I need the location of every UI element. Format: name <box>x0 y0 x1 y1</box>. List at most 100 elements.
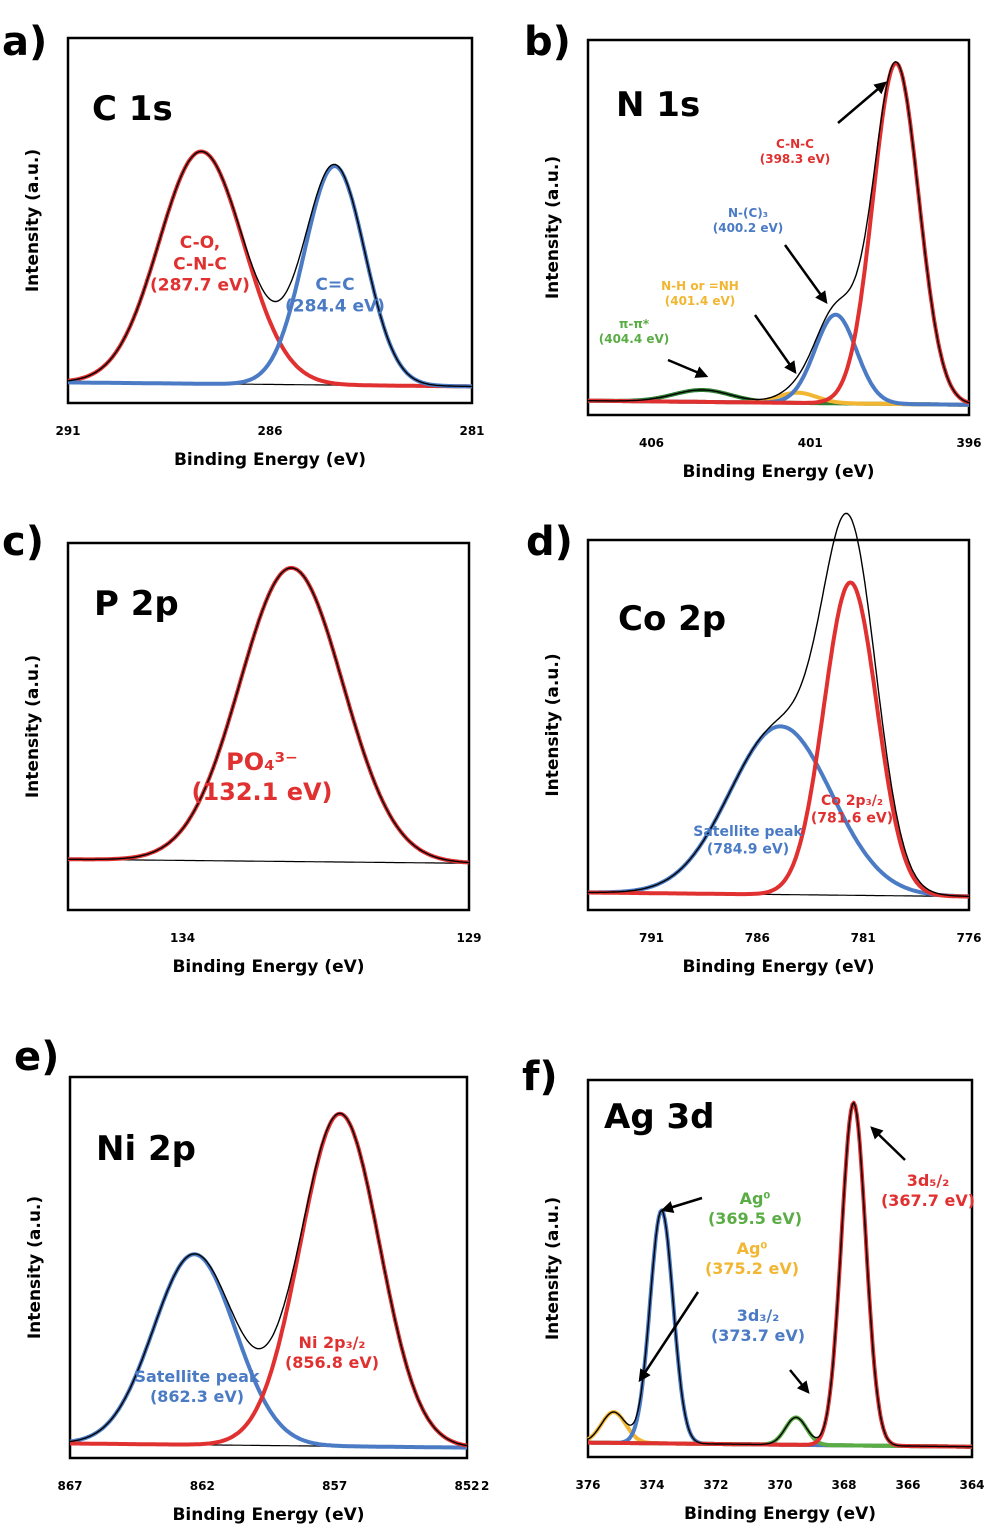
x-tick-label: 364 <box>959 1478 984 1492</box>
peak-label: C=C <box>315 275 354 295</box>
plot-frame <box>586 538 971 912</box>
x-tick-label: 376 <box>575 1478 600 1492</box>
x-tick-label: 370 <box>767 1478 792 1492</box>
y-axis-label: Intensity (a.u.) <box>23 655 43 798</box>
core-level-title: Ag 3d <box>604 1097 714 1137</box>
annotation-arrow <box>638 1291 700 1383</box>
x-axis-label: Binding Energy (eV) <box>682 957 874 977</box>
panel-letter: b) <box>524 19 571 65</box>
x-tick-label: 852 <box>454 1479 479 1493</box>
peak-label: Satellite peak <box>134 1367 259 1386</box>
stray-annotation: 2 <box>481 1479 489 1493</box>
panels: a) 291 286 281 Binding Energy (eV) Intensity … <box>2 19 985 1525</box>
x-axis-label: Binding Energy (eV) <box>174 450 366 470</box>
peak-label: (367.7 eV) <box>881 1191 975 1210</box>
fit-component-1 <box>67 164 473 389</box>
annotation-arrow <box>870 1126 906 1161</box>
peak-label: Ni 2p₃/₂ <box>299 1333 366 1352</box>
core-level-title: Ni 2p <box>96 1129 196 1169</box>
core-level-title: P 2p <box>94 584 179 624</box>
chart-panel-a: a) 291 286 281 Binding Energy (eV) Intensity … <box>2 19 485 470</box>
x-axis-label: Binding Energy (eV) <box>172 957 364 977</box>
y-axis-label: Intensity (a.u.) <box>23 149 43 292</box>
annotation-arrow <box>667 358 709 378</box>
envelope-curve <box>67 150 472 388</box>
x-tick-label: 372 <box>703 1478 728 1492</box>
panel-letter: a) <box>2 19 47 65</box>
peak-label: (784.9 eV) <box>707 842 789 858</box>
panel-letter: e) <box>14 1034 59 1080</box>
peak-label: Satellite peak <box>693 824 803 840</box>
envelope-curve <box>588 512 970 898</box>
x-tick-label: 791 <box>639 931 664 945</box>
peak-label: (287.7 eV) <box>150 276 250 296</box>
x-tick-label: 286 <box>257 424 282 438</box>
panel-letter: c) <box>2 519 44 565</box>
x-axis-label: Binding Energy (eV) <box>682 462 874 482</box>
peak-label: PO₄³⁻ <box>226 748 298 776</box>
peak-label: (373.7 eV) <box>711 1326 805 1345</box>
peak-label: Ag⁰ <box>737 1239 768 1258</box>
x-tick-label: 786 <box>745 931 770 945</box>
peak-label: (404.4 eV) <box>599 332 670 346</box>
x-tick-label: 401 <box>798 436 823 450</box>
peak-label: (400.2 eV) <box>713 221 784 235</box>
envelope-curve <box>587 1101 972 1448</box>
chart-panel-b: b) 406 401 396 Binding Energy (eV) Intensity … <box>524 19 982 482</box>
peak-label: (375.2 eV) <box>705 1259 799 1278</box>
background-line <box>68 858 469 864</box>
chart-panel-c: c) 134 129 Binding Energy (eV) Intensity (a.… <box>2 519 482 977</box>
annotation-arrow <box>837 81 887 124</box>
y-axis-label: Intensity (a.u.) <box>543 653 563 796</box>
peak-label: (369.5 eV) <box>708 1209 802 1228</box>
x-tick-label: 374 <box>639 1478 664 1492</box>
peak-label: C-N-C <box>173 254 227 274</box>
y-axis-label: Intensity (a.u.) <box>543 156 563 299</box>
x-tick-label: 867 <box>57 1479 82 1493</box>
plot-frame <box>586 1078 974 1459</box>
plot-frame <box>66 36 474 405</box>
peak-label: (856.8 eV) <box>285 1353 379 1372</box>
x-tick-label: 406 <box>639 436 664 450</box>
fit-component-0 <box>69 1252 468 1450</box>
peak-label: (132.1 eV) <box>191 778 332 806</box>
peak-label: (862.3 eV) <box>150 1387 244 1406</box>
x-tick-label: 862 <box>190 1479 215 1493</box>
y-axis-label: Intensity (a.u.) <box>25 1196 45 1339</box>
peak-label: (781.6 eV) <box>811 811 893 827</box>
annotation-arrow <box>783 244 828 305</box>
peak-label: Ag⁰ <box>740 1189 771 1208</box>
plot-frame <box>586 38 971 417</box>
chart-panel-d: d) 791 786 781 776 Binding Energy (eV) Intensi… <box>526 512 982 977</box>
annotation-arrow <box>753 314 797 375</box>
x-tick-label: 781 <box>851 931 876 945</box>
peak-label: 3d₅/₂ <box>907 1171 949 1190</box>
envelope-curve <box>588 61 970 404</box>
core-level-title: Co 2p <box>618 599 726 639</box>
peak-label: Co 2p₃/₂ <box>821 793 883 809</box>
peak-label: (398.3 eV) <box>760 152 831 166</box>
x-axis-label: Binding Energy (eV) <box>172 1505 364 1525</box>
annotation-arrow <box>789 1369 810 1394</box>
peak-label: 3d₃/₂ <box>737 1306 779 1325</box>
x-tick-label: 857 <box>322 1479 347 1493</box>
peak-label: C-O, <box>180 233 220 253</box>
peak-label: (284.4 eV) <box>285 296 385 316</box>
chart-panel-e: e) 867 862 857 852 Binding Energy (eV) Intensi… <box>14 1034 489 1525</box>
fit-component-0 <box>67 149 473 389</box>
x-tick-label: 134 <box>170 931 195 945</box>
core-level-title: N 1s <box>616 85 700 125</box>
plot-frame <box>68 1075 469 1460</box>
x-tick-label: 129 <box>456 931 481 945</box>
x-axis-label: Binding Energy (eV) <box>684 1504 876 1524</box>
peak-label: C-N-C <box>776 137 814 151</box>
peak-label: π-π* <box>619 317 650 331</box>
chart-panel-f: f) 376 374 372 370 368 366 364 Binding Energy (e… <box>522 1054 985 1524</box>
peak-label: N-(C)₃ <box>728 206 768 220</box>
x-tick-label: 396 <box>956 436 981 450</box>
x-tick-label: 281 <box>459 424 484 438</box>
panel-letter: f) <box>522 1054 558 1100</box>
x-tick-label: 366 <box>895 1478 920 1492</box>
y-axis-label: Intensity (a.u.) <box>543 1197 563 1340</box>
